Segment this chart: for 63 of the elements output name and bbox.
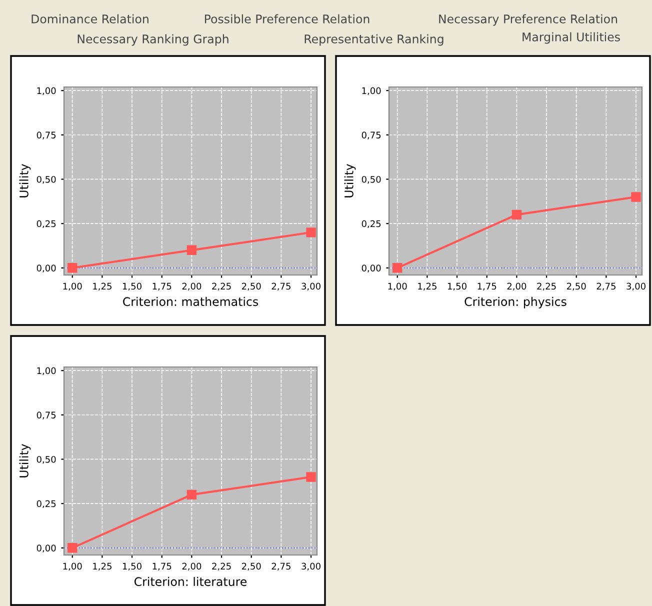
x-axis-title: Criterion: physics xyxy=(464,296,566,308)
x-tick-label: 1,50 xyxy=(122,562,142,571)
y-tick-label: 0,75 xyxy=(36,412,56,420)
x-tick-label: 1,25 xyxy=(93,562,112,571)
point xyxy=(67,263,78,273)
point xyxy=(631,192,641,202)
x-tick-label: 2,25 xyxy=(212,562,231,571)
point xyxy=(186,245,197,256)
x-tick-label: 2,25 xyxy=(212,282,231,291)
x-axis-title: Criterion: literature xyxy=(134,576,247,586)
y-tick-label: 0,00 xyxy=(362,264,381,272)
y-tick-label: 0,25 xyxy=(36,220,56,228)
point xyxy=(306,228,316,238)
x-tick-label: 2,50 xyxy=(242,282,261,291)
y-tick-label: 1,00 xyxy=(37,87,56,96)
x-axis-title: Criterion: mathematics xyxy=(123,296,258,306)
x-tick-label: 1,00 xyxy=(388,282,407,291)
x-tick-label: 1,75 xyxy=(152,282,172,291)
point xyxy=(186,490,197,500)
x-tick-label: 2,75 xyxy=(272,282,290,291)
x-tick-label: 1,25 xyxy=(418,282,436,291)
y-axis-title: Utility xyxy=(19,164,31,198)
x-tick-label: 1,50 xyxy=(448,282,466,291)
y-tick-label: 1,00 xyxy=(37,367,56,376)
x-tick-label: 2,00 xyxy=(182,282,202,291)
y-tick-label: 0,00 xyxy=(36,264,56,272)
point xyxy=(67,543,78,553)
point xyxy=(306,472,316,482)
point xyxy=(512,210,522,220)
point xyxy=(392,263,402,273)
text: Marginal Utilities xyxy=(522,32,620,44)
x-tick-label: 1,75 xyxy=(152,562,172,571)
x-tick-label: 2,75 xyxy=(596,282,616,291)
y-tick-label: 0,50 xyxy=(36,456,56,464)
x-tick-label: 2,75 xyxy=(272,562,290,571)
y-tick-label: 0,25 xyxy=(362,220,381,228)
x-tick-label: 3,00 xyxy=(626,282,646,291)
x-tick-label: 1,75 xyxy=(478,282,496,291)
x-tick-label: 1,50 xyxy=(122,282,142,291)
x-tick-label: 2,00 xyxy=(507,282,526,291)
x-tick-label: 3,00 xyxy=(302,562,320,571)
text: Representative Ranking xyxy=(304,34,444,46)
x-tick-label: 3,00 xyxy=(302,282,320,291)
y-tick-label: 0,00 xyxy=(36,544,56,552)
text: Dominance Relation xyxy=(32,14,148,24)
x-tick-label: 1,00 xyxy=(63,282,82,291)
x-tick-label: 2,50 xyxy=(242,562,261,571)
y-tick-label: 0,50 xyxy=(362,176,381,184)
x-tick-label: 2,25 xyxy=(537,282,556,291)
y-tick-label: 1,00 xyxy=(362,87,381,96)
text: Necessary Preference Relation xyxy=(439,14,618,26)
y-tick-label: 0,75 xyxy=(362,132,381,140)
x-tick-label: 2,00 xyxy=(182,562,202,571)
y-axis-title: Utility xyxy=(19,444,31,478)
text: Necessary Ranking Graph xyxy=(78,34,228,46)
x-tick-label: 1,00 xyxy=(63,562,82,571)
x-tick-label: 1,25 xyxy=(93,282,112,291)
text: Possible Preference Relation xyxy=(204,14,370,24)
y-tick-label: 0,50 xyxy=(36,176,56,184)
y-tick-label: 0,25 xyxy=(36,500,56,508)
x-tick-label: 2,50 xyxy=(566,282,586,291)
y-axis-title: Utility xyxy=(344,164,356,198)
y-tick-label: 0,75 xyxy=(36,132,56,140)
